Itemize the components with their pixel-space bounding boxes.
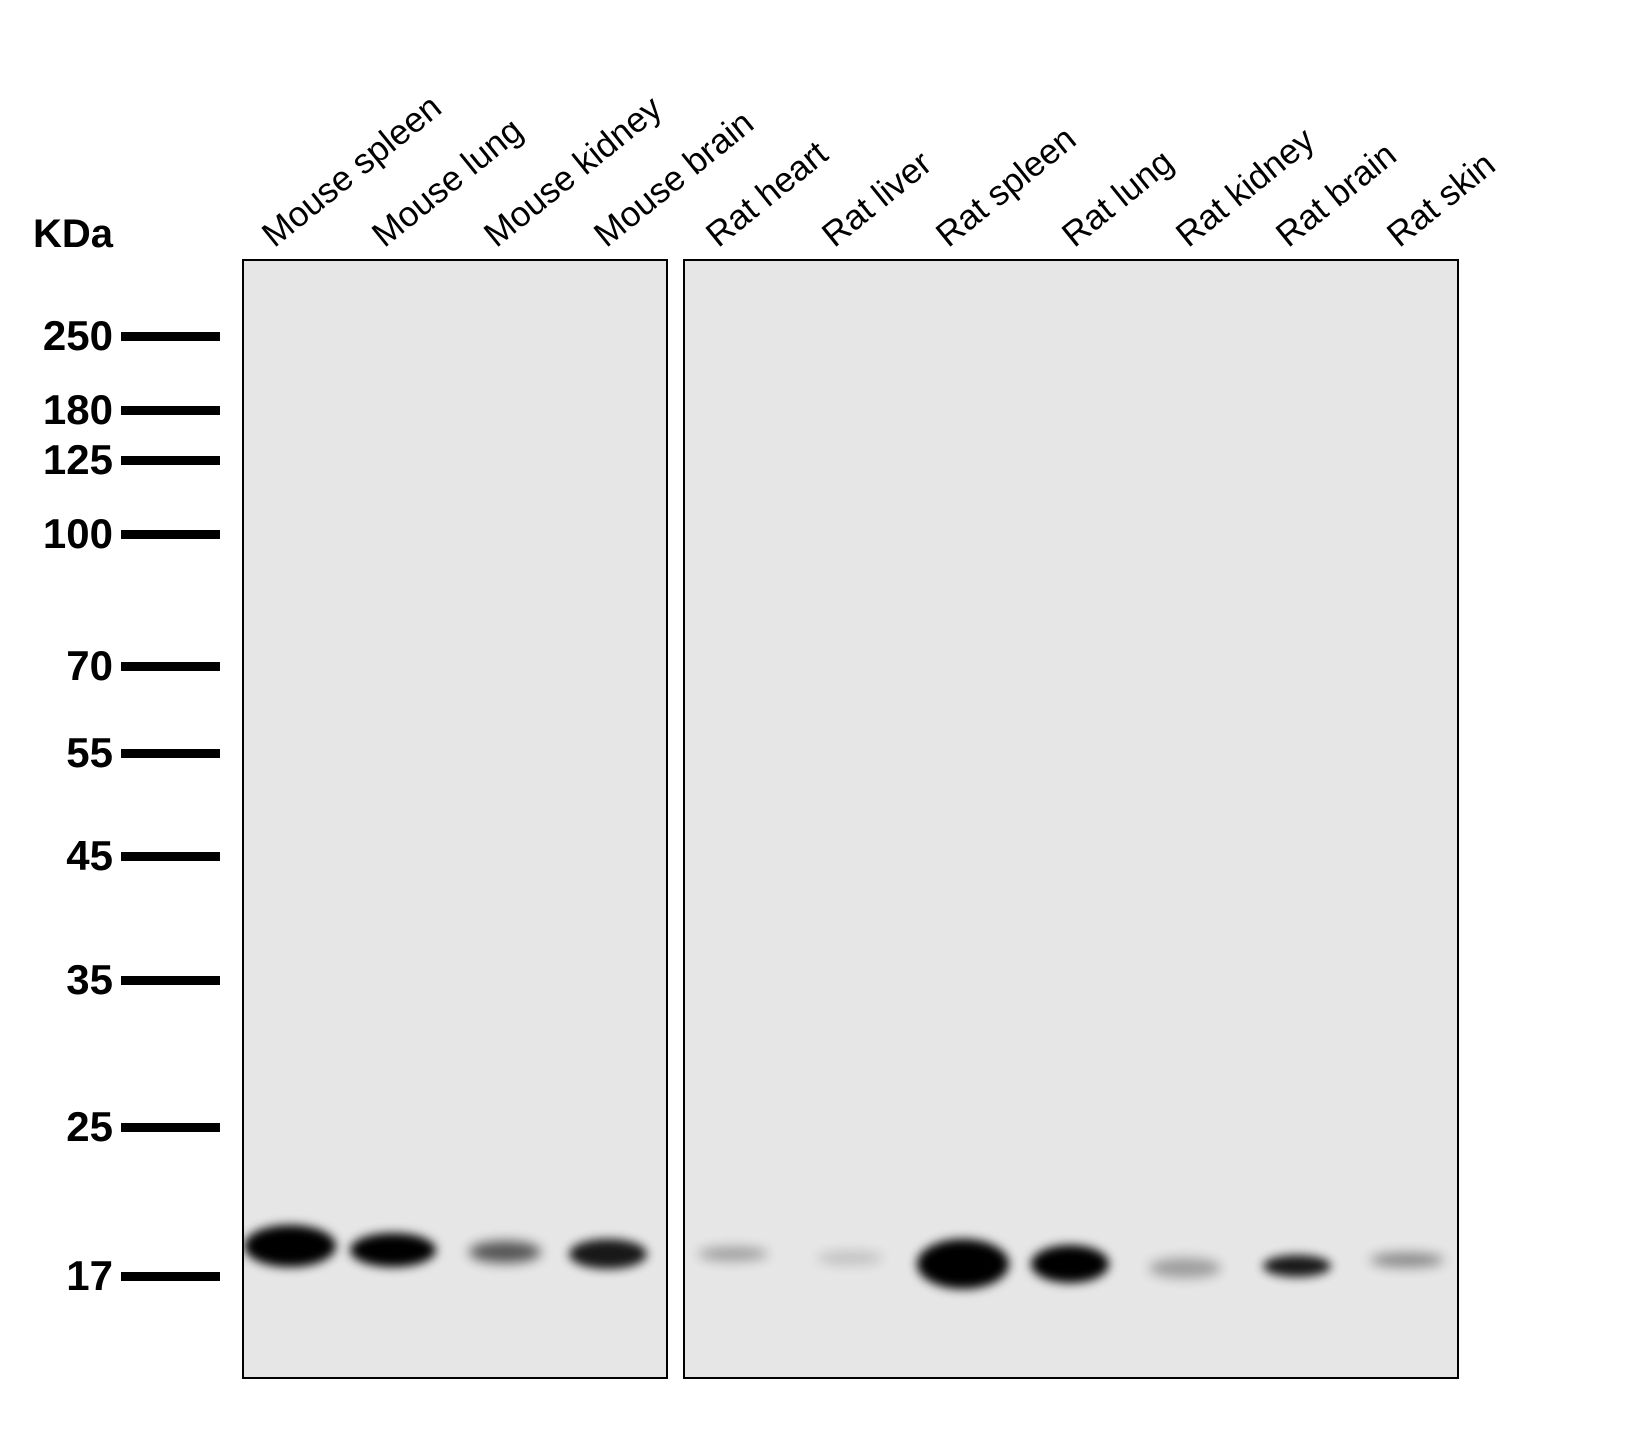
marker-bar-35 [121, 976, 220, 985]
lane-label: Rat spleen [928, 118, 1084, 255]
protein-band [350, 1233, 436, 1267]
marker-label-100: 100 [42, 510, 113, 557]
kda-unit-label: KDa [33, 212, 114, 256]
blot-panel-mouse [242, 259, 668, 1379]
marker-label-250: 250 [42, 312, 113, 359]
marker-label-17: 17 [66, 1252, 113, 1299]
protein-band [698, 1247, 768, 1261]
protein-band [1370, 1253, 1444, 1267]
protein-band [244, 1225, 336, 1267]
marker-bar-45 [121, 852, 220, 861]
protein-band [1031, 1245, 1109, 1283]
marker-label-125: 125 [42, 436, 113, 483]
marker-bar-55 [121, 749, 220, 758]
protein-band [569, 1239, 647, 1269]
marker-label-25: 25 [66, 1103, 113, 1150]
marker-label-180: 180 [42, 386, 113, 433]
marker-bar-70 [121, 662, 220, 671]
lane-label: Rat liver [814, 143, 940, 255]
marker-label-45: 45 [66, 832, 113, 879]
protein-band [817, 1251, 883, 1265]
marker-bar-25 [121, 1123, 220, 1132]
marker-label-55: 55 [66, 729, 113, 776]
protein-band [469, 1241, 541, 1263]
marker-label-70: 70 [66, 642, 113, 689]
blot-panel-rat [683, 259, 1459, 1379]
lane-label: Rat lung [1054, 142, 1181, 255]
protein-band [917, 1239, 1009, 1289]
marker-label-35: 35 [66, 956, 113, 1003]
marker-bar-100 [121, 530, 220, 539]
marker-bar-180 [121, 406, 220, 415]
marker-bar-17 [121, 1272, 220, 1281]
protein-band [1263, 1255, 1331, 1277]
marker-bar-125 [121, 456, 220, 465]
marker-bar-250 [121, 332, 220, 341]
protein-band [1149, 1258, 1221, 1278]
